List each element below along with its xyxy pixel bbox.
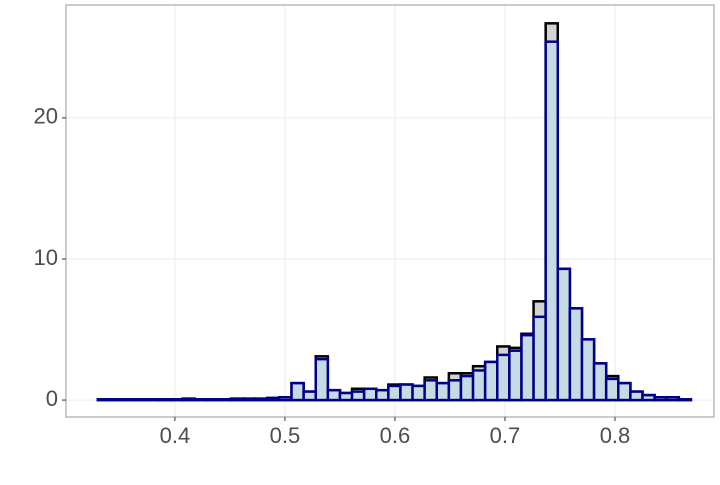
x-tick-label: 0.7 [490,423,521,448]
histogram-bar [290,381,305,402]
y-tick-label: 20 [34,104,58,129]
histogram-bar [108,398,124,402]
histogram-bar [132,398,148,402]
bars [96,22,693,402]
histogram-bar [580,338,596,402]
y-tick-label: 0 [46,386,58,411]
histogram-bar [193,398,209,402]
histogram-bar [157,398,172,402]
histogram-bar [399,383,414,402]
histogram-bar [205,398,221,402]
y-tick-label: 10 [34,245,58,270]
histogram-bar [532,315,547,402]
histogram-bar [266,396,281,402]
histogram-bar [641,393,656,402]
histogram-bar [181,397,196,402]
histogram-bar [411,384,426,402]
histogram-bar [253,397,269,402]
x-tick-label: 0.4 [160,423,191,448]
histogram-bar [278,395,293,402]
histogram-bar [229,397,245,402]
histogram-bar [677,398,693,402]
histogram-bar [483,360,499,402]
histogram-bar [169,398,184,402]
histogram-bar [459,374,475,402]
panel-border [65,4,715,418]
histogram-bar [604,377,620,402]
histogram-bar [496,353,511,402]
histogram-bar [471,369,487,402]
axes: 0.4 0.5 0.6 0.7 0.8 0 10 20 [34,104,631,448]
histogram-bar [217,398,233,402]
x-tick-label: 0.6 [380,423,411,448]
histogram-bar [387,384,402,402]
histogram-bar [653,395,668,402]
histogram-bar [350,390,366,402]
histogram-bar [617,381,632,402]
histogram-bar [326,388,342,402]
x-tick-label: 0.8 [600,423,631,448]
histogram-bar [592,362,608,402]
histogram-bar [665,395,681,402]
x-tick-label: 0.5 [270,423,301,448]
histogram-bar [362,387,378,402]
histogram-bar [520,333,535,402]
histogram-bar [556,267,572,402]
histogram-bar [241,397,257,402]
histogram-bar [314,357,330,402]
histogram-bar [338,391,354,402]
histogram-bar [544,40,560,402]
histogram-bar [374,388,390,402]
histogram-bar [435,381,451,402]
histogram-bar [423,379,439,402]
histogram-bar [302,390,317,402]
histogram-bar [145,398,160,402]
histogram-bar [629,390,644,402]
histogram-bar [96,398,112,402]
histogram-bar [568,307,584,402]
histogram-bar [447,379,463,402]
histogram-bar [508,349,523,402]
histogram-bar [120,398,136,402]
